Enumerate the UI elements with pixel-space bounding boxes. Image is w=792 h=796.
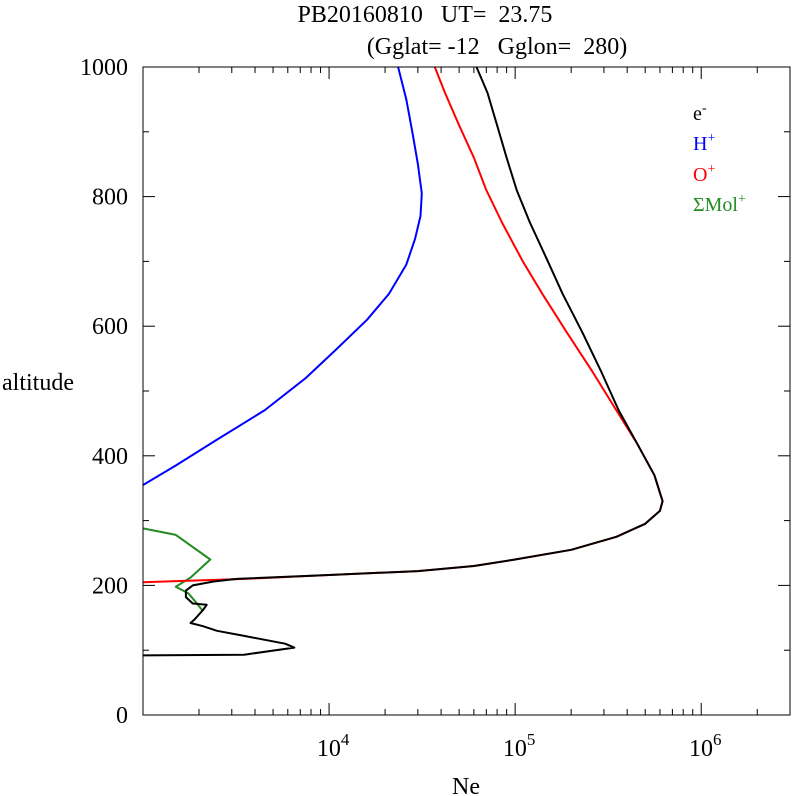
legend-entry: ΣMol+ <box>693 192 746 216</box>
y-tick-label: 200 <box>92 573 128 599</box>
legend-entry: O+ <box>693 162 715 186</box>
series-curves <box>143 67 664 657</box>
y-tick-label: 400 <box>92 444 128 470</box>
chart-title-line2: (Gglat= -12 Gglon= 280) <box>367 34 627 60</box>
y-tick-label: 800 <box>92 185 128 211</box>
x-tick-label: 104 <box>317 730 350 762</box>
legend-entry: e- <box>693 101 707 125</box>
y-tick-label: 600 <box>92 314 128 340</box>
x-axis-label: Ne <box>452 774 480 796</box>
series-line <box>143 67 664 584</box>
series-line <box>143 527 212 612</box>
y-axis-label: altitude <box>2 370 74 396</box>
x-tick-label: 105 <box>503 730 536 762</box>
x-tick-labels: 104 105 106 <box>317 730 722 762</box>
y-tick-label: 0 <box>116 703 128 729</box>
y-tick-labels: 0 200 400 600 800 1000 <box>80 55 128 729</box>
legend-entry: H+ <box>693 131 715 155</box>
chart-title-line1: PB20160810 UT= 23.75 <box>298 2 553 28</box>
plot-frame <box>142 66 791 716</box>
series-line <box>143 67 664 657</box>
x-tick-label: 106 <box>689 730 722 762</box>
y-tick-label: 1000 <box>80 55 128 81</box>
legend: e- H+ O+ ΣMol+ <box>693 101 746 216</box>
series-line <box>143 67 423 486</box>
